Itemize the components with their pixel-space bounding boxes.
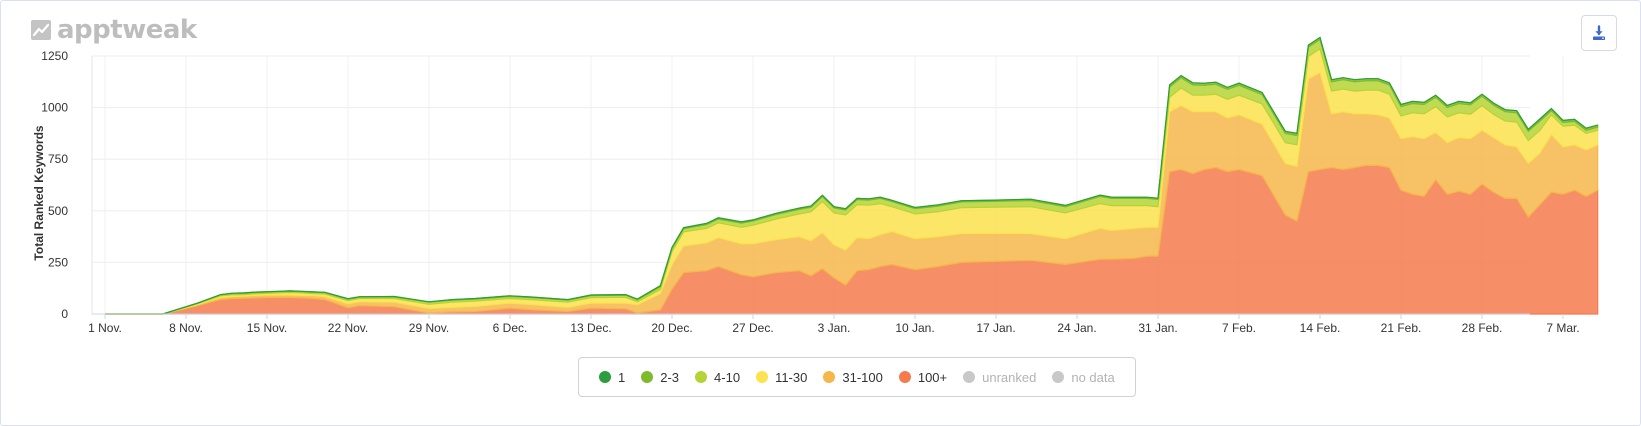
x-tick-label: 21 Feb. [1381, 321, 1422, 335]
brand-name: apptweak [57, 15, 197, 45]
legend-label: no data [1071, 369, 1115, 385]
legend-item-11-30[interactable]: 11-30 [756, 370, 807, 385]
x-tick-label: 24 Jan. [1057, 321, 1096, 335]
x-tick-label: 31 Jan. [1138, 321, 1177, 335]
legend-dot [695, 371, 708, 383]
legend-dot [599, 371, 611, 383]
y-axis: 0 250 500 750 1000 1250 [41, 49, 93, 321]
y-axis-title: Total Ranked Keywords [32, 125, 46, 260]
x-tick-label: 10 Jan. [895, 321, 934, 335]
y-tick-label: 1250 [41, 49, 68, 63]
x-axis: 1 Nov. 8 Nov. 15 Nov. 22 Nov. 29 Nov. 6 Dec. 1… [88, 313, 1580, 335]
x-tick-label: 15 Nov. [247, 321, 287, 335]
legend-label: unranked [982, 369, 1037, 385]
legend-dot [1052, 371, 1065, 383]
series-areas [105, 36, 1599, 315]
y-tick-label: 250 [48, 255, 68, 269]
legend-label: 2-3 [660, 369, 680, 385]
chart-icon [31, 20, 51, 40]
x-tick-label: 3 Jan. [818, 321, 851, 335]
legend-dot [823, 371, 836, 383]
legend-dot [756, 371, 769, 383]
legend-label: 1 [618, 369, 626, 385]
x-tick-label: 17 Jan. [976, 321, 1015, 335]
legend-dot [963, 371, 976, 383]
legend-item-unranked[interactable]: unranked [963, 370, 1036, 385]
y-tick-label: 750 [48, 152, 68, 166]
legend-dot [898, 371, 911, 383]
x-tick-label: 14 Feb. [1300, 321, 1341, 335]
x-tick-label: 8 Nov. [169, 321, 203, 335]
y-tick-label: 1000 [41, 101, 68, 115]
x-tick-label: 13 Dec. [570, 321, 611, 335]
legend-label: 11-30 [775, 369, 808, 385]
legend-item-2-3[interactable]: 2-3 [641, 370, 679, 385]
legend-item-31-100[interactable]: 31-100 [823, 369, 883, 385]
x-tick-label: 27 Dec. [732, 321, 773, 335]
y-tick-label: 0 [61, 307, 68, 321]
x-tick-label: 1 Nov. [88, 321, 122, 335]
brand-logo: apptweak [31, 15, 197, 45]
legend-item-1[interactable]: 1 [599, 370, 625, 385]
x-tick-label: 20 Dec. [651, 321, 692, 335]
legend-label: 31-100 [842, 369, 883, 385]
legend-label: 4-10 [714, 369, 741, 385]
legend-label: 100+ [917, 369, 948, 385]
legend-item-100-[interactable]: 100+ [898, 369, 948, 385]
download-button[interactable] [1581, 15, 1617, 51]
x-tick-label: 29 Nov. [409, 321, 449, 335]
x-tick-label: 22 Nov. [328, 321, 368, 335]
series-area-1[interactable] [105, 36, 1598, 315]
download-icon [1593, 25, 1605, 40]
x-tick-label: 7 Mar. [1546, 321, 1579, 335]
y-tick-label: 500 [48, 204, 68, 218]
chart-legend: 1 2-3 4-10 11-30 31-100 100+ unranked no data [578, 357, 1136, 397]
x-tick-label: 28 Feb. [1462, 321, 1503, 335]
x-tick-label: 6 Dec. [493, 321, 528, 335]
x-tick-label: 7 Feb. [1222, 321, 1256, 335]
legend-item-no-data[interactable]: no data [1052, 369, 1115, 385]
legend-item-4-10[interactable]: 4-10 [695, 370, 740, 385]
legend-dot [641, 371, 654, 383]
